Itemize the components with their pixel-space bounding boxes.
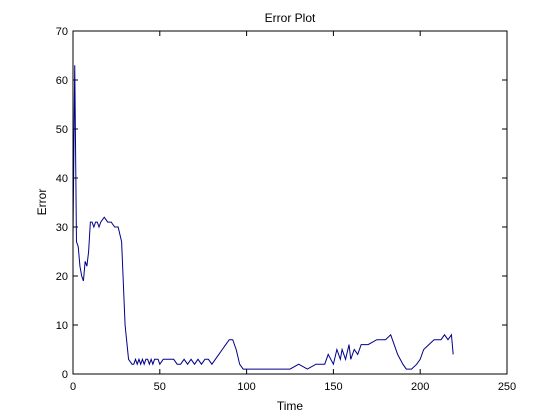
x-tick-label: 100 [237, 381, 255, 393]
y-tick-label: 0 [62, 369, 68, 381]
y-tick-label: 30 [56, 222, 68, 234]
x-tick-label: 50 [154, 381, 166, 393]
x-tick-label: 250 [498, 381, 516, 393]
axis-tick-labels: 0 50 100 150 200 250 0 10 20 30 40 50 60 70 [56, 26, 516, 393]
x-tick-label: 150 [324, 381, 342, 393]
y-tick-label: 10 [56, 320, 68, 332]
y-tick-label: 70 [56, 26, 68, 38]
y-tick-label: 40 [56, 173, 68, 185]
y-tick-label: 20 [56, 271, 68, 283]
plot-background [73, 31, 507, 374]
x-axis-label: Time [277, 399, 304, 413]
y-tick-label: 60 [56, 75, 68, 87]
plot-frame [72, 30, 508, 375]
x-tick-label: 0 [70, 381, 76, 393]
y-tick-label: 50 [56, 124, 68, 136]
chart-title: Error Plot [265, 11, 316, 25]
error-series-line [72, 65, 454, 370]
y-axis-label: Error [35, 189, 49, 216]
x-tick-label: 200 [411, 381, 429, 393]
